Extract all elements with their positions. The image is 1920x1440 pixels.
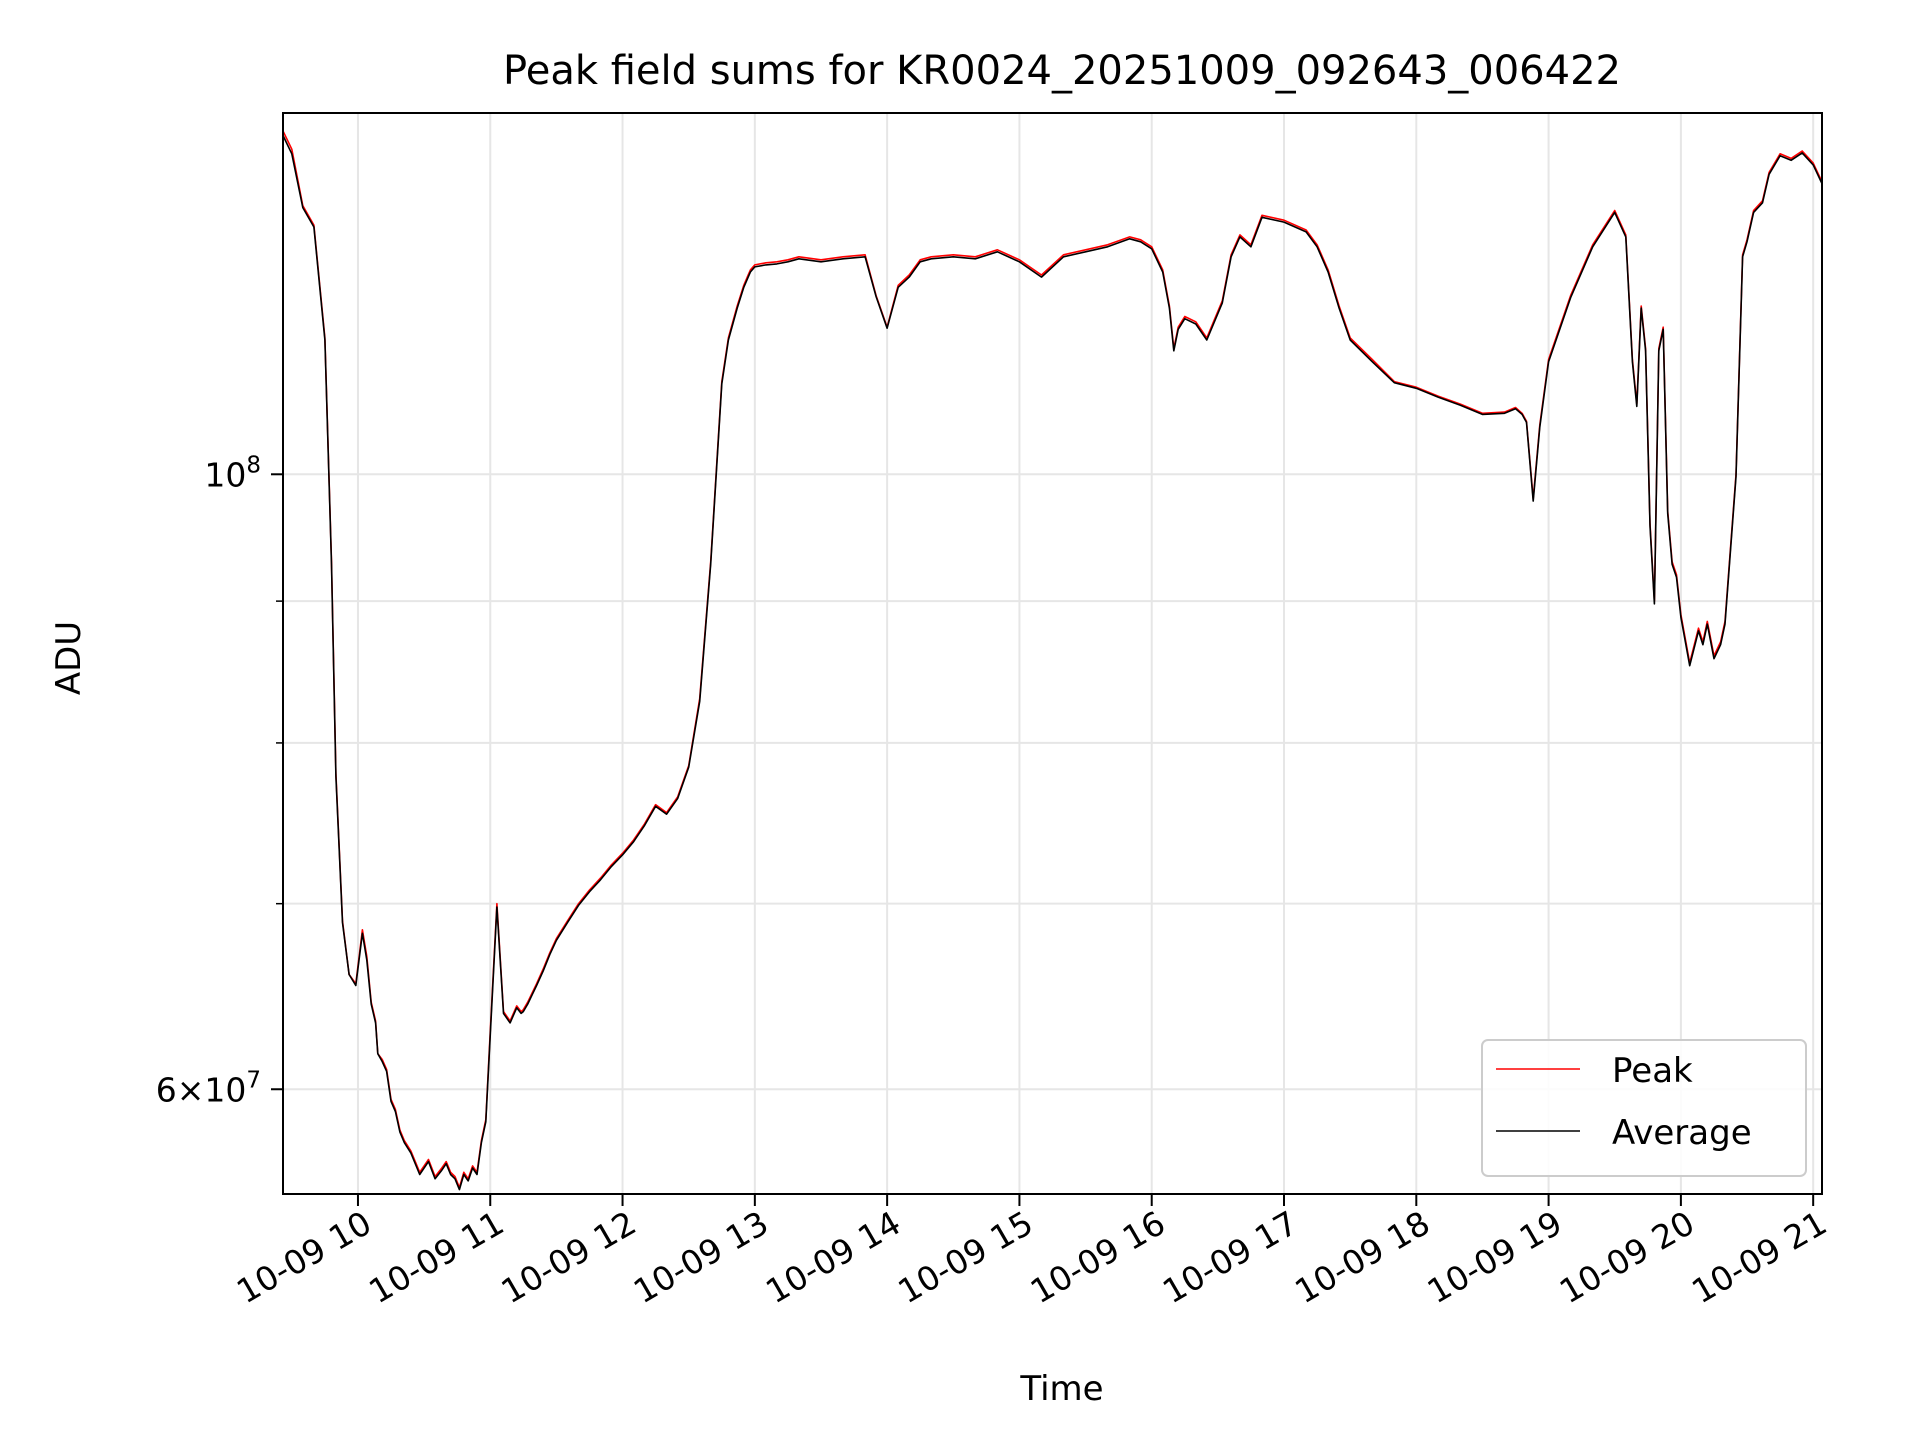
grid-lines bbox=[283, 113, 1822, 1194]
legend: Peak Average bbox=[1481, 1039, 1807, 1177]
chart-title: Peak field sums for KR0024_20251009_0926… bbox=[503, 48, 1621, 94]
legend-box bbox=[1481, 1039, 1807, 1177]
series-lines bbox=[282, 130, 1823, 1191]
legend-label-average: Average bbox=[1612, 1113, 1752, 1153]
y-tick-label: 6×107 bbox=[156, 1067, 261, 1109]
y-tick-label: 108 bbox=[204, 452, 261, 494]
plot-frame bbox=[282, 112, 1823, 1195]
series-line-average bbox=[282, 135, 1823, 1191]
legend-label-peak: Peak bbox=[1612, 1051, 1693, 1091]
y-axis-label: ADU bbox=[49, 621, 89, 695]
x-axis-label: Time bbox=[1019, 1369, 1103, 1409]
y-axis-ticks: 6×107 108 bbox=[156, 452, 283, 1109]
